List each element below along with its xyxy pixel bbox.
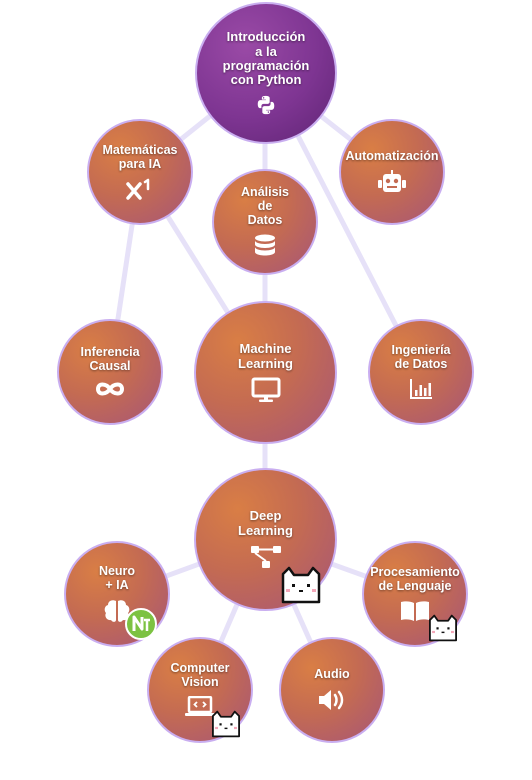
node-analisis-label: Análisis de Datos bbox=[241, 185, 289, 227]
speaker-icon bbox=[317, 688, 347, 712]
node-nlp-label: Procesamiento de Lenguaje bbox=[370, 565, 460, 593]
network-icon bbox=[250, 544, 282, 570]
node-machine-learning[interactable]: Machine Learning bbox=[194, 301, 337, 444]
monitor-icon bbox=[251, 377, 281, 403]
database-icon bbox=[254, 234, 276, 258]
node-automatizacion-label: Automatización bbox=[345, 149, 439, 164]
neuromatch-logo-icon bbox=[125, 608, 157, 640]
node-ml-label: Machine Learning bbox=[238, 341, 293, 371]
pixel-cat-icon bbox=[281, 566, 321, 604]
node-inferencia-causal[interactable]: Inferencia Causal bbox=[57, 319, 163, 425]
superscript-icon bbox=[126, 178, 154, 200]
pixel-cat-icon bbox=[212, 710, 240, 738]
node-audio[interactable]: Audio bbox=[279, 637, 385, 743]
infinity-icon bbox=[94, 380, 126, 398]
node-ingenieria-datos[interactable]: Ingeniería de Datos bbox=[368, 319, 474, 425]
book-icon bbox=[400, 600, 430, 622]
node-ingenieria-label: Ingeniería de Datos bbox=[391, 343, 451, 371]
pixel-cat-icon bbox=[429, 614, 458, 642]
node-matematicas[interactable]: Matemáticas para IA bbox=[87, 119, 193, 225]
node-intro-label: Introducción a la programación con Pytho… bbox=[222, 29, 310, 88]
node-analisis-datos[interactable]: Análisis de Datos bbox=[212, 169, 318, 275]
node-inferencia-label: Inferencia Causal bbox=[80, 345, 140, 373]
node-intro-python[interactable]: Introducción a la programación con Pytho… bbox=[195, 2, 337, 144]
node-automatizacion[interactable]: Automatización bbox=[339, 119, 445, 225]
robot-icon bbox=[377, 169, 407, 194]
node-dl-label: Deep Learning bbox=[238, 508, 293, 538]
node-cv-label: Computer Vision bbox=[170, 661, 230, 689]
node-matematicas-label: Matemáticas para IA bbox=[102, 143, 178, 171]
node-audio-label: Audio bbox=[314, 667, 350, 682]
python-icon bbox=[255, 94, 277, 116]
laptop-code-icon bbox=[185, 695, 215, 718]
bar-chart-icon bbox=[409, 378, 433, 400]
node-neuro-label: Neuro + IA bbox=[98, 564, 136, 592]
brain-icon bbox=[103, 599, 131, 623]
